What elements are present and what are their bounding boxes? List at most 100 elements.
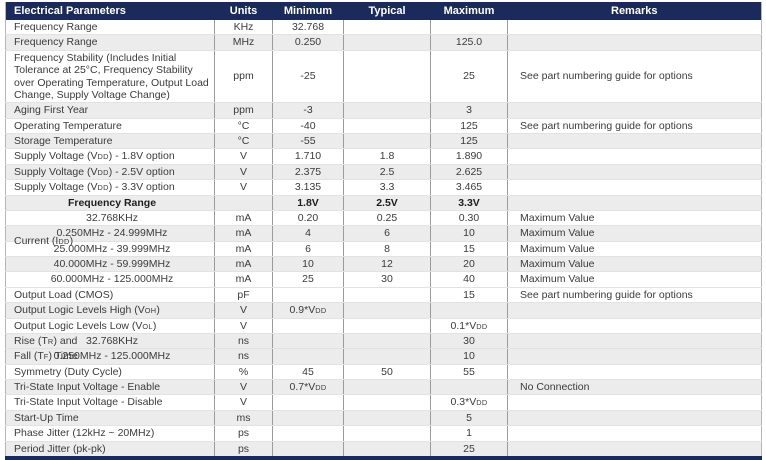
table-row: 0.250MHz - 125.000MHz Fall (TF) Time ns 10 <box>5 348 762 365</box>
cell-units: ns <box>214 348 273 365</box>
table-row: Storage Temperature °C -55 125 <box>5 133 762 150</box>
cell-typ <box>343 50 431 104</box>
cell-max: 3 <box>430 102 508 119</box>
cell-min: 0.7*VDD <box>272 379 344 396</box>
table-row: Supply Voltage (VDD) - 1.8V option V 1.710… <box>5 148 762 165</box>
cell-remarks <box>507 133 762 150</box>
cell-units: °C <box>214 133 273 150</box>
cell-remarks <box>507 394 762 411</box>
cell-param: Output Load (CMOS) <box>5 287 215 304</box>
cell-max: 15 <box>430 287 508 304</box>
table-row: Output Logic Levels High (VOH) V 0.9*VDD <box>5 302 762 319</box>
cell-max: 3.3V <box>430 195 508 211</box>
table-row: Supply Voltage (VDD) - 2.5V option V 2.375… <box>5 164 762 181</box>
column-header-typical: Typical <box>343 2 431 20</box>
cell-min: 45 <box>272 364 344 381</box>
cell-max: 40 <box>430 271 508 288</box>
cell-param: Frequency Range <box>5 195 215 211</box>
cell-param: Supply Voltage (VDD) - 3.3V option <box>5 179 215 196</box>
cell-units: °C <box>214 118 273 135</box>
cell-max: 20 <box>430 256 508 273</box>
cell-param: 60.000MHz - 125.000MHz <box>5 271 215 288</box>
cell-typ <box>343 379 431 396</box>
column-header-remarks: Remarks <box>507 2 762 20</box>
cell-param: 32.768KHz Rise (TR) and <box>5 333 215 350</box>
cell-min <box>272 410 344 427</box>
cell-param: 25.000MHz - 39.999MHz <box>5 241 215 258</box>
cell-param: Tri-State Input Voltage - Enable <box>5 379 215 396</box>
table-row: Start-Up Time ms 5 <box>5 410 762 427</box>
cell-typ <box>343 133 431 150</box>
table-row: 25.000MHz - 39.999MHz mA 6 8 15 Maximum Value <box>5 241 762 258</box>
cell-units <box>214 195 273 211</box>
cell-param: Operating Temperature <box>5 118 215 135</box>
cell-typ: 6 <box>343 225 431 242</box>
cell-units: V <box>214 164 273 181</box>
cell-remarks: No Connection <box>507 379 762 396</box>
cell-units: ms <box>214 410 273 427</box>
cell-max: 125.0 <box>430 34 508 51</box>
cell-remarks: Maximum Value <box>507 256 762 273</box>
cell-param: Tri-State Input Voltage - Disable <box>5 394 215 411</box>
cell-max: 1.890 <box>430 148 508 165</box>
cell-min: 1.710 <box>272 148 344 165</box>
column-header-units: Units <box>214 2 273 20</box>
cell-max: 55 <box>430 364 508 381</box>
cell-min: -3 <box>272 102 344 119</box>
table-body: Frequency Range KHz 32.768 Frequency Range M… <box>5 20 762 459</box>
cell-max <box>430 379 508 396</box>
cell-typ <box>343 425 431 442</box>
cell-typ <box>343 348 431 365</box>
cell-remarks <box>507 318 762 334</box>
cell-param: Symmetry (Duty Cycle) <box>5 364 215 381</box>
header-row: Electrical Parameters Units Minimum Typi… <box>5 2 762 20</box>
cell-param: Supply Voltage (VDD) - 1.8V option <box>5 148 215 165</box>
table-row: Aging First Year ppm -3 3 <box>5 102 762 119</box>
electrical-parameters-table: Electrical Parameters Units Minimum Typi… <box>5 2 762 460</box>
cell-remarks: Maximum Value <box>507 210 762 227</box>
cell-units: V <box>214 302 273 319</box>
cell-param: Storage Temperature <box>5 133 215 150</box>
table-row: Supply Voltage (VDD) - 3.3V option V 3.135… <box>5 179 762 196</box>
cell-min <box>272 333 344 350</box>
cell-remarks <box>507 302 762 319</box>
cell-min: 2.375 <box>272 164 344 181</box>
column-header-maximum: Maximum <box>430 2 508 20</box>
table-row: Output Logic Levels Low (VOL) V 0.1*VDD <box>5 318 762 334</box>
table-row: Tri-State Input Voltage - Disable V 0.3*VD… <box>5 394 762 411</box>
table-row: Frequency Range KHz 32.768 <box>5 20 762 36</box>
cell-min: 0.250 <box>272 34 344 51</box>
cell-typ <box>343 318 431 334</box>
cell-remarks <box>507 102 762 119</box>
cell-min <box>272 287 344 304</box>
cell-max: 25 <box>430 441 508 459</box>
cell-typ: 3.3 <box>343 179 431 196</box>
cell-remarks <box>507 148 762 165</box>
cell-param: Frequency Range <box>5 20 215 36</box>
cell-param: Period Jitter (pk-pk) <box>5 441 215 459</box>
cell-max <box>430 302 508 319</box>
cell-min: 1.8V <box>272 195 344 211</box>
row-group-label: Fall (TF) Time <box>14 350 78 363</box>
cell-min <box>272 425 344 442</box>
cell-typ: 0.25 <box>343 210 431 227</box>
cell-min: 0.20 <box>272 210 344 227</box>
cell-min: 4 <box>272 225 344 242</box>
cell-remarks <box>507 20 762 36</box>
cell-typ: 12 <box>343 256 431 273</box>
cell-max: 15 <box>430 241 508 258</box>
cell-remarks <box>507 34 762 51</box>
cell-min: 0.9*VDD <box>272 302 344 319</box>
cell-param: Frequency Stability (Includes Initial To… <box>5 50 215 104</box>
cell-min: 6 <box>272 241 344 258</box>
cell-units: mA <box>214 256 273 273</box>
cell-units: ps <box>214 425 273 442</box>
cell-units: ps <box>214 441 273 459</box>
cell-typ <box>343 287 431 304</box>
cell-units: % <box>214 364 273 381</box>
table-row: Operating Temperature °C -40 125 See part nu… <box>5 118 762 135</box>
table-row: Frequency Range MHz 0.250 125.0 <box>5 34 762 51</box>
table-row: Frequency Range 1.8V 2.5V 3.3V <box>5 195 762 211</box>
cell-max: 0.30 <box>430 210 508 227</box>
